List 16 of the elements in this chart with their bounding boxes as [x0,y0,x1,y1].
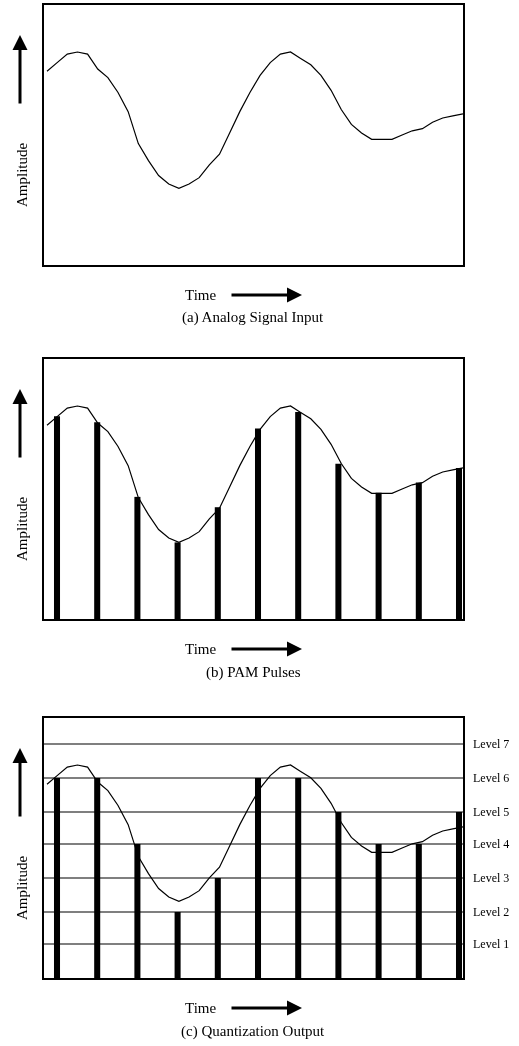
text: (a) Analog Signal Input [182,309,325,326]
ref-line-label: Level 5 [473,805,510,819]
ref-line-label: Level 3 [473,871,510,885]
ref-line-label: Level 7 [473,737,510,751]
x-axis-title: Time [185,641,217,657]
x-axis-title: Time [185,287,217,303]
text: (b) PAM Pulses [206,664,301,681]
ref-line-label: Level 6 [473,771,510,785]
ref-line-label: Level 1 [473,937,510,951]
text: (c) Quantization Output [181,1023,326,1040]
x-axis-title: Time [185,1000,217,1016]
y-axis-title: Amplitude [14,496,30,561]
y-axis-title: Amplitude [14,142,30,207]
y-axis-title: Amplitude [14,855,30,920]
ref-line-label: Level 4 [473,837,510,851]
ref-line-label: Level 2 [473,905,510,919]
